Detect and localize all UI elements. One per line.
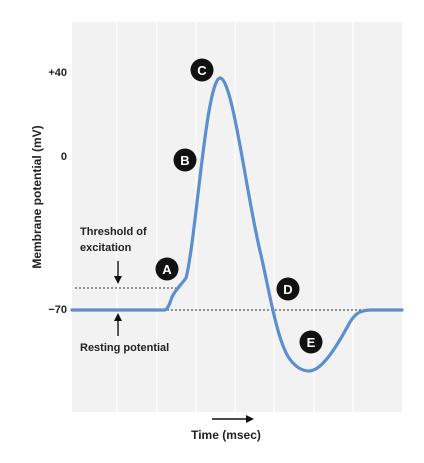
marker-c: C — [190, 58, 214, 82]
y-tick-minus70: −70 — [48, 304, 67, 316]
x-axis-title: Time (msec) — [191, 428, 261, 442]
arrow-right-icon — [212, 415, 254, 423]
threshold-label-line2: excitation — [80, 242, 132, 254]
arrow-up-icon — [114, 313, 122, 336]
threshold-label-line1: Threshold of — [80, 226, 147, 238]
arrow-down-icon — [114, 261, 122, 284]
y-tick-0: 0 — [61, 151, 67, 163]
svg-text:E: E — [307, 335, 316, 350]
resting-label: Resting potential — [80, 342, 169, 354]
y-tick-plus40: +40 — [48, 67, 67, 79]
marker-b: B — [173, 148, 197, 172]
svg-text:D: D — [283, 282, 292, 297]
svg-text:B: B — [180, 153, 189, 168]
y-axis-title: Membrane potential (mV) — [30, 125, 44, 268]
svg-text:A: A — [162, 262, 172, 277]
marker-e: E — [299, 330, 323, 354]
svg-text:C: C — [197, 63, 207, 78]
marker-a: A — [155, 257, 179, 281]
plot-area — [72, 22, 402, 412]
membrane-potential-trace — [70, 76, 404, 373]
marker-d: D — [276, 277, 300, 301]
